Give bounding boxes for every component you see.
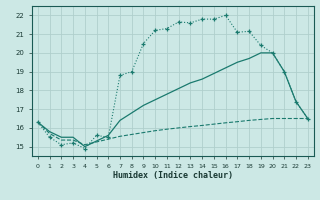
X-axis label: Humidex (Indice chaleur): Humidex (Indice chaleur) (113, 171, 233, 180)
